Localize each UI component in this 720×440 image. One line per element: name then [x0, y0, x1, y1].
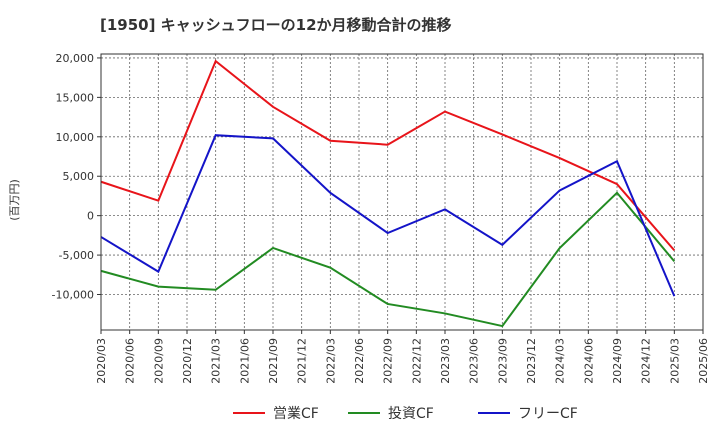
x-tick-label: 2025/03 — [668, 338, 681, 384]
series-line-3 — [100, 134, 676, 297]
x-tick-label: 2022/03 — [324, 338, 337, 384]
x-tick-label: 2022/06 — [353, 338, 366, 384]
x-tick-label: 2021/09 — [267, 338, 280, 384]
x-tick-label: 2022/09 — [382, 338, 395, 384]
y-tick-label: 20,000 — [56, 52, 95, 65]
x-tick-label: 2024/09 — [611, 338, 624, 384]
x-tick-label: 2020/09 — [152, 338, 165, 384]
y-tick-label: -5,000 — [59, 249, 94, 262]
chart-title: [1950] キャッシュフローの12か月移動合計の推移 — [100, 16, 452, 34]
x-tick-label: 2024/12 — [640, 338, 653, 384]
x-tick-label: 2021/03 — [210, 338, 223, 384]
legend-label-3: フリーCF — [518, 406, 578, 422]
x-tick-label: 2024/03 — [554, 338, 567, 384]
y-tick-label: 0 — [87, 210, 94, 223]
x-tick-label: 2023/09 — [496, 338, 509, 384]
series-line-1 — [100, 59, 676, 252]
x-tick-label: 2020/06 — [124, 338, 137, 384]
y-axis-label: (百万円) — [8, 179, 21, 221]
x-tick-label: 2020/03 — [95, 338, 108, 384]
series-layer — [100, 59, 676, 328]
series-line-2 — [100, 191, 676, 328]
x-tick-label: 2022/12 — [410, 338, 423, 384]
x-tick-label: 2021/12 — [296, 338, 309, 384]
y-axis: 20,000 15,000 10,000 5,000 0 -5,000 -10,000 — [52, 52, 101, 302]
x-tick-label: 2021/06 — [238, 338, 251, 384]
y-tick-label: 10,000 — [56, 131, 95, 144]
x-tick-label: 2023/06 — [468, 338, 481, 384]
legend-label-2: 投資CF — [388, 406, 434, 422]
y-tick-label: 15,000 — [56, 91, 95, 104]
plot-frame — [100, 53, 704, 331]
x-tick-label: 2023/03 — [439, 338, 452, 384]
legend: 営業CF 投資CF フリーCF — [233, 406, 578, 422]
x-tick-label: 2023/12 — [525, 338, 538, 384]
y-tick-label: 5,000 — [63, 170, 95, 183]
x-axis: 2020/03 2020/06 2020/09 2020/12 2021/03 2021/… — [95, 330, 710, 384]
x-tick-label: 2025/06 — [697, 338, 710, 384]
x-tick-label: 2020/12 — [181, 338, 194, 384]
x-tick-label: 2024/06 — [582, 338, 595, 384]
y-tick-label: -10,000 — [52, 289, 94, 302]
legend-label-1: 営業CF — [273, 406, 319, 422]
